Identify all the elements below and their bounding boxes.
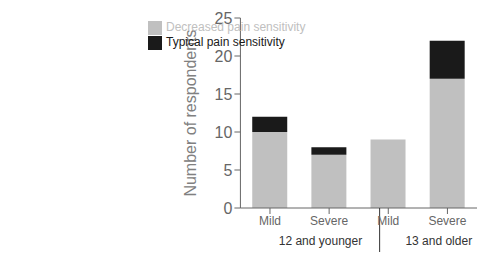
svg-text:13 and older: 13 and older: [405, 234, 472, 248]
svg-text:Severe: Severe: [310, 214, 348, 228]
svg-text:20: 20: [215, 48, 233, 65]
svg-text:Mild: Mild: [377, 214, 399, 228]
svg-text:12 and younger: 12 and younger: [279, 234, 362, 248]
svg-text:Severe: Severe: [428, 214, 466, 228]
svg-text:5: 5: [224, 162, 233, 179]
svg-text:0: 0: [224, 200, 233, 217]
svg-text:15: 15: [215, 86, 233, 103]
svg-text:25: 25: [215, 10, 233, 27]
svg-text:Mild: Mild: [259, 214, 281, 228]
svg-text:10: 10: [215, 124, 233, 141]
svg-text:Number of respondents: Number of respondents: [182, 29, 199, 196]
